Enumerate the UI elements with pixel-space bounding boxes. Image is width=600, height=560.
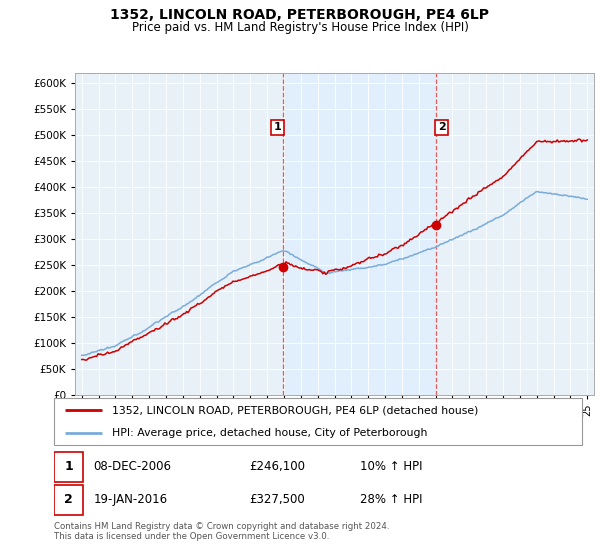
Text: 1352, LINCOLN ROAD, PETERBOROUGH, PE4 6LP: 1352, LINCOLN ROAD, PETERBOROUGH, PE4 6L…: [110, 8, 490, 22]
Bar: [283, 73, 436, 395]
Text: 1: 1: [274, 122, 281, 132]
Text: £327,500: £327,500: [250, 493, 305, 506]
FancyBboxPatch shape: [54, 398, 582, 445]
Text: 19-JAN-2016: 19-JAN-2016: [94, 493, 168, 506]
Text: 2: 2: [437, 122, 445, 132]
Text: Contains HM Land Registry data © Crown copyright and database right 2024.
This d: Contains HM Land Registry data © Crown c…: [54, 522, 389, 542]
FancyBboxPatch shape: [54, 452, 83, 482]
Text: 10% ↑ HPI: 10% ↑ HPI: [360, 460, 423, 473]
Text: 28% ↑ HPI: 28% ↑ HPI: [360, 493, 423, 506]
FancyBboxPatch shape: [54, 485, 83, 515]
Text: 1352, LINCOLN ROAD, PETERBOROUGH, PE4 6LP (detached house): 1352, LINCOLN ROAD, PETERBOROUGH, PE4 6L…: [112, 405, 478, 416]
Text: £246,100: £246,100: [250, 460, 305, 473]
Text: Price paid vs. HM Land Registry's House Price Index (HPI): Price paid vs. HM Land Registry's House …: [131, 21, 469, 34]
Text: 1: 1: [64, 460, 73, 473]
Text: 2: 2: [64, 493, 73, 506]
Text: 08-DEC-2006: 08-DEC-2006: [94, 460, 172, 473]
Text: HPI: Average price, detached house, City of Peterborough: HPI: Average price, detached house, City…: [112, 428, 427, 438]
